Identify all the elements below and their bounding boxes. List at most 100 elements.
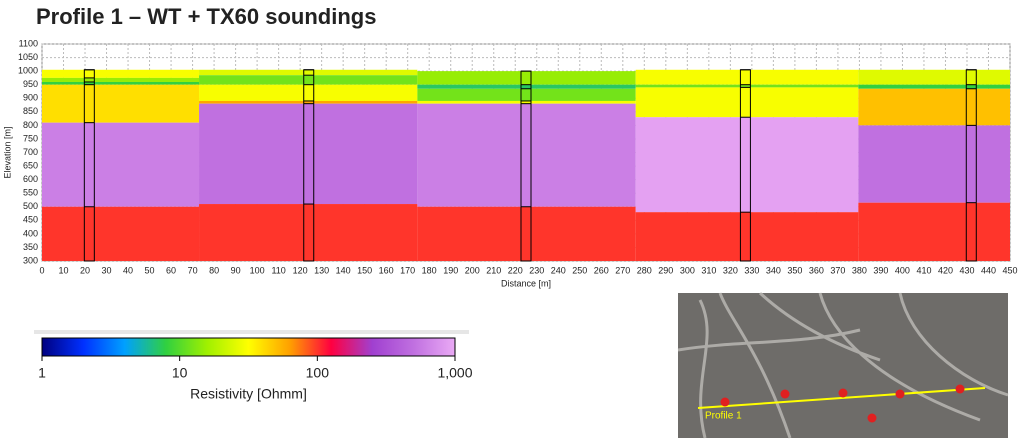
x-tick-label: 180 [422,265,437,275]
layer [199,75,418,85]
x-tick-label: 100 [250,265,265,275]
x-tick-label: 70 [188,265,198,275]
layer [858,88,1010,126]
x-tick-label: 400 [895,265,910,275]
chart-title: Profile 1 – WT + TX60 soundings [36,4,376,29]
x-tick-label: 80 [209,265,219,275]
layer [417,206,636,261]
layer [635,117,859,213]
x-tick-label: 200 [465,265,480,275]
map-inset: Profile 1 [677,291,1009,439]
y-tick-label: 650 [23,160,38,170]
layer [42,122,200,207]
x-tick-label: 110 [271,265,285,275]
x-tick-label: 280 [637,265,652,275]
x-tick-label: 20 [80,265,90,275]
x-tick-label: 230 [529,265,544,275]
map-tracks [677,291,1009,439]
layer [42,77,200,82]
x-tick-label: 420 [938,265,953,275]
x-tick-label: 30 [102,265,112,275]
y-tick-label: 400 [23,228,38,238]
colorbar-tick-label: 1,000 [437,365,472,381]
x-tick-label: 430 [959,265,974,275]
y-tick-label: 950 [23,79,38,89]
x-tick-label: 90 [231,265,241,275]
layer [199,84,418,101]
x-tick-label: 170 [400,265,415,275]
y-tick-label: 700 [23,147,38,157]
x-tick-label: 190 [443,265,458,275]
x-tick-label: 160 [379,265,394,275]
layer [417,88,636,101]
x-tick-label: 40 [123,265,133,275]
y-tick-label: 350 [23,242,38,252]
x-tick-label: 320 [723,265,738,275]
x-tick-label: 10 [59,265,69,275]
y-tick-label: 900 [23,93,38,103]
layer [858,69,1010,85]
x-tick-label: 150 [357,265,372,275]
x-tick-label: 330 [744,265,759,275]
y-axis-label: Elevation [m] [2,126,12,178]
layer [635,84,859,88]
map-label: Profile 1 [705,411,742,422]
layer [858,84,1010,89]
x-tick-label: 290 [658,265,673,275]
y-tick-label: 1050 [18,52,38,62]
x-tick-label: 130 [314,265,329,275]
colorbar-tick-label: 1 [38,365,46,381]
y-tick-label: 1100 [19,38,38,48]
layer [417,100,636,104]
layer [199,103,418,205]
x-tick-label: 140 [336,265,351,275]
y-tick-label: 600 [23,174,38,184]
y-tick-label: 850 [23,106,38,116]
layer [635,69,859,85]
x-tick-label: 440 [981,265,996,275]
colorbar [41,337,456,357]
colorbar-tick-label: 10 [172,365,188,381]
x-tick-label: 50 [145,265,155,275]
layer [42,84,200,123]
layer [635,87,859,118]
x-axis-label: Distance [m] [501,278,551,288]
colorbar-tick-label: 100 [306,365,330,381]
x-tick-label: 250 [572,265,587,275]
layer [858,125,1010,203]
x-tick-label: 360 [809,265,824,275]
y-tick-label: 500 [23,201,38,211]
x-tick-label: 310 [701,265,716,275]
y-tick-label: 550 [23,188,38,198]
x-tick-label: 120 [293,265,308,275]
y-tick-label: 750 [23,133,38,143]
x-tick-label: 350 [787,265,802,275]
x-tick-label: 410 [916,265,931,275]
x-tick-label: 60 [166,265,176,275]
x-tick-label: 210 [486,265,501,275]
layer [199,100,418,104]
x-tick-label: 300 [680,265,695,275]
x-tick-label: 450 [1002,265,1017,275]
layer [417,71,636,85]
y-tick-label: 300 [23,255,38,265]
x-tick-label: 380 [852,265,867,275]
map-dots [720,384,965,423]
profile-line [697,387,986,409]
layer [42,69,200,78]
x-tick-label: 390 [873,265,888,275]
x-tick-label: 370 [830,265,845,275]
colorbar-shadow [34,330,469,334]
y-tick-label: 1000 [18,66,38,76]
layer [199,204,418,261]
layer [417,103,636,207]
layer [42,206,200,261]
x-tick-label: 340 [766,265,781,275]
x-tick-label: 270 [615,265,630,275]
colorbar-label: Resistivity [Ohmm] [190,386,307,402]
layer [199,69,418,76]
layer [635,212,859,261]
layer [858,202,1010,261]
x-tick-label: 240 [551,265,566,275]
